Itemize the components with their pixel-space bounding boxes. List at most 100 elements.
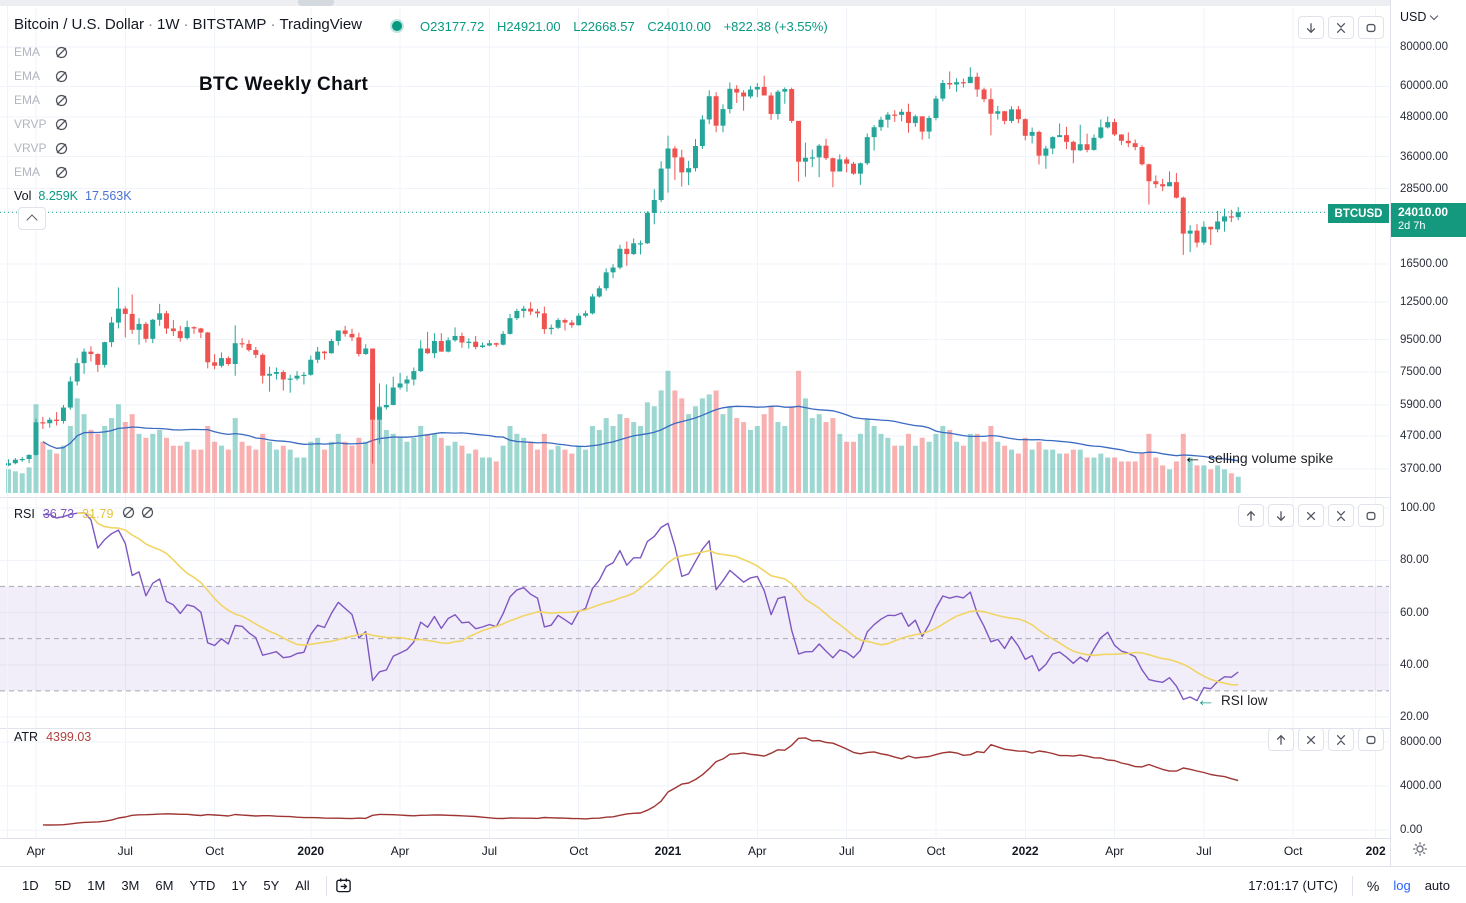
candle-body bbox=[129, 313, 135, 330]
range-1d-button[interactable]: 1D bbox=[22, 878, 39, 893]
indicator-row-ema-2[interactable]: EMA bbox=[14, 88, 69, 112]
range-5y-button[interactable]: 5Y bbox=[263, 878, 280, 893]
volume-bar bbox=[878, 433, 884, 493]
toggle-visibility-button[interactable] bbox=[54, 117, 69, 132]
candle-body bbox=[541, 313, 547, 330]
volume-bar bbox=[301, 457, 307, 493]
candle-body bbox=[1043, 148, 1049, 156]
pane-separator[interactable] bbox=[0, 728, 1466, 729]
atr-legend[interactable]: ATR 4399.03 bbox=[14, 730, 91, 744]
candle-body bbox=[260, 354, 266, 376]
collapse-button[interactable] bbox=[1328, 16, 1354, 39]
volume-bar bbox=[1194, 465, 1200, 493]
volume-bar bbox=[988, 425, 994, 493]
ohlc-values: O23177.72 H24921.00 L22668.57 C24010.00 … bbox=[420, 19, 828, 34]
volume-bar bbox=[809, 418, 815, 493]
indicator-row-vrvp-4[interactable]: VRVP bbox=[14, 136, 69, 160]
candle-body bbox=[596, 288, 602, 297]
volume-bar bbox=[60, 445, 66, 493]
price-tick-label: 80000.00 bbox=[1400, 41, 1448, 53]
range-ytd-button[interactable]: YTD bbox=[189, 878, 216, 893]
range-3m-button[interactable]: 3M bbox=[121, 878, 140, 893]
exchange-label[interactable]: BITSTAMP bbox=[192, 16, 267, 33]
volume-bar bbox=[328, 441, 334, 493]
toggle-visibility-button[interactable] bbox=[54, 141, 69, 156]
volume-legend[interactable]: Vol 8.259K 17.563K bbox=[14, 184, 132, 208]
candle-body bbox=[404, 379, 410, 384]
candle-body bbox=[88, 351, 94, 355]
time-axis-separator bbox=[0, 838, 1466, 839]
volume-bar bbox=[287, 449, 293, 493]
indicator-label: VRVP bbox=[14, 141, 47, 155]
toggle-visibility-button[interactable] bbox=[54, 69, 69, 84]
toggle-visibility-button[interactable] bbox=[54, 165, 69, 180]
indicator-row-ema-0[interactable]: EMA bbox=[14, 40, 69, 64]
volume-bar bbox=[218, 445, 224, 493]
candle-body bbox=[562, 320, 568, 323]
close-button[interactable] bbox=[1298, 504, 1324, 527]
indicator-row-vrvp-3[interactable]: VRVP bbox=[14, 112, 69, 136]
candle-body bbox=[425, 348, 431, 354]
range-all-button[interactable]: All bbox=[295, 878, 310, 893]
maximize-button[interactable] bbox=[1358, 16, 1384, 39]
arrow-up-button[interactable] bbox=[1268, 728, 1294, 751]
range-6m-button[interactable]: 6M bbox=[155, 878, 174, 893]
volume-bar bbox=[12, 471, 18, 493]
indicator-row-ema-1[interactable]: EMA bbox=[14, 64, 69, 88]
close-button[interactable] bbox=[1298, 728, 1324, 751]
candle-body bbox=[802, 157, 808, 162]
clock-display[interactable]: 17:01:17 (UTC) bbox=[1248, 878, 1338, 893]
market-status-dot-icon bbox=[392, 21, 402, 31]
candle-body bbox=[583, 313, 589, 316]
pane-separator[interactable] bbox=[0, 497, 1466, 498]
symbol-title[interactable]: Bitcoin / U.S. Dollar bbox=[14, 16, 145, 33]
collapse-button[interactable] bbox=[1328, 504, 1354, 527]
collapse-button[interactable] bbox=[1328, 728, 1354, 751]
time-axis-label: Jul bbox=[838, 844, 855, 858]
rsi-legend[interactable]: RSI 36.73 31.79 bbox=[14, 505, 155, 523]
candle-body bbox=[342, 330, 348, 334]
range-1m-button[interactable]: 1M bbox=[87, 878, 106, 893]
maximize-button[interactable] bbox=[1358, 504, 1384, 527]
price-axis-badge: 24010.00 2d 7h bbox=[1391, 203, 1466, 237]
current-price: 24010.00 bbox=[1398, 205, 1449, 219]
candle-body bbox=[54, 419, 60, 421]
auto-scale-button[interactable]: auto bbox=[1424, 878, 1450, 893]
volume-bar bbox=[1153, 457, 1159, 493]
range-5d-button[interactable]: 5D bbox=[54, 878, 72, 893]
candle-body bbox=[967, 76, 973, 84]
time-axis-label: Apr bbox=[747, 844, 767, 858]
go-to-date-button[interactable] bbox=[335, 877, 352, 894]
percent-scale-button[interactable]: % bbox=[1366, 877, 1380, 894]
indicator-row-ema-5[interactable]: EMA bbox=[14, 160, 69, 184]
arrow-up-button[interactable] bbox=[1238, 504, 1264, 527]
volume-bar bbox=[486, 457, 492, 493]
rsi-value: 36.73 bbox=[42, 507, 75, 521]
rsi-label: RSI bbox=[14, 507, 35, 521]
arrow-down-button[interactable] bbox=[1268, 504, 1294, 527]
candle-body bbox=[1125, 140, 1131, 144]
volume-bar bbox=[383, 429, 389, 493]
toggle-visibility-button[interactable] bbox=[54, 93, 69, 108]
interval-label[interactable]: 1W bbox=[157, 16, 180, 33]
volume-bar bbox=[871, 425, 877, 493]
price-axis[interactable]: USD 24010.00 2d 7h 80000.00 60000.00 48000… bbox=[1390, 0, 1466, 866]
log-scale-button[interactable]: log bbox=[1393, 878, 1411, 893]
maximize-button[interactable] bbox=[1358, 728, 1384, 751]
volume-bar bbox=[1228, 473, 1234, 493]
range-1y-button[interactable]: 1Y bbox=[231, 878, 248, 893]
collapse-legend-button[interactable] bbox=[18, 207, 46, 230]
volume-bar bbox=[651, 406, 657, 493]
currency-dropdown[interactable]: USD bbox=[1400, 10, 1439, 24]
gear-icon[interactable] bbox=[1412, 841, 1428, 862]
time-axis[interactable]: Apr Jul Oct 2020 Apr Jul Oct 2021 Apr Jul Oct 2022 A… bbox=[0, 839, 1390, 866]
volume-bar bbox=[480, 457, 486, 493]
arrow-down-button[interactable] bbox=[1298, 16, 1324, 39]
volume-bar bbox=[672, 390, 678, 493]
toggle-visibility-button[interactable] bbox=[54, 45, 69, 60]
candle-body bbox=[672, 148, 678, 158]
candle-body bbox=[438, 341, 444, 352]
candle-body bbox=[356, 337, 362, 355]
platform-label[interactable]: TradingView bbox=[279, 16, 362, 33]
